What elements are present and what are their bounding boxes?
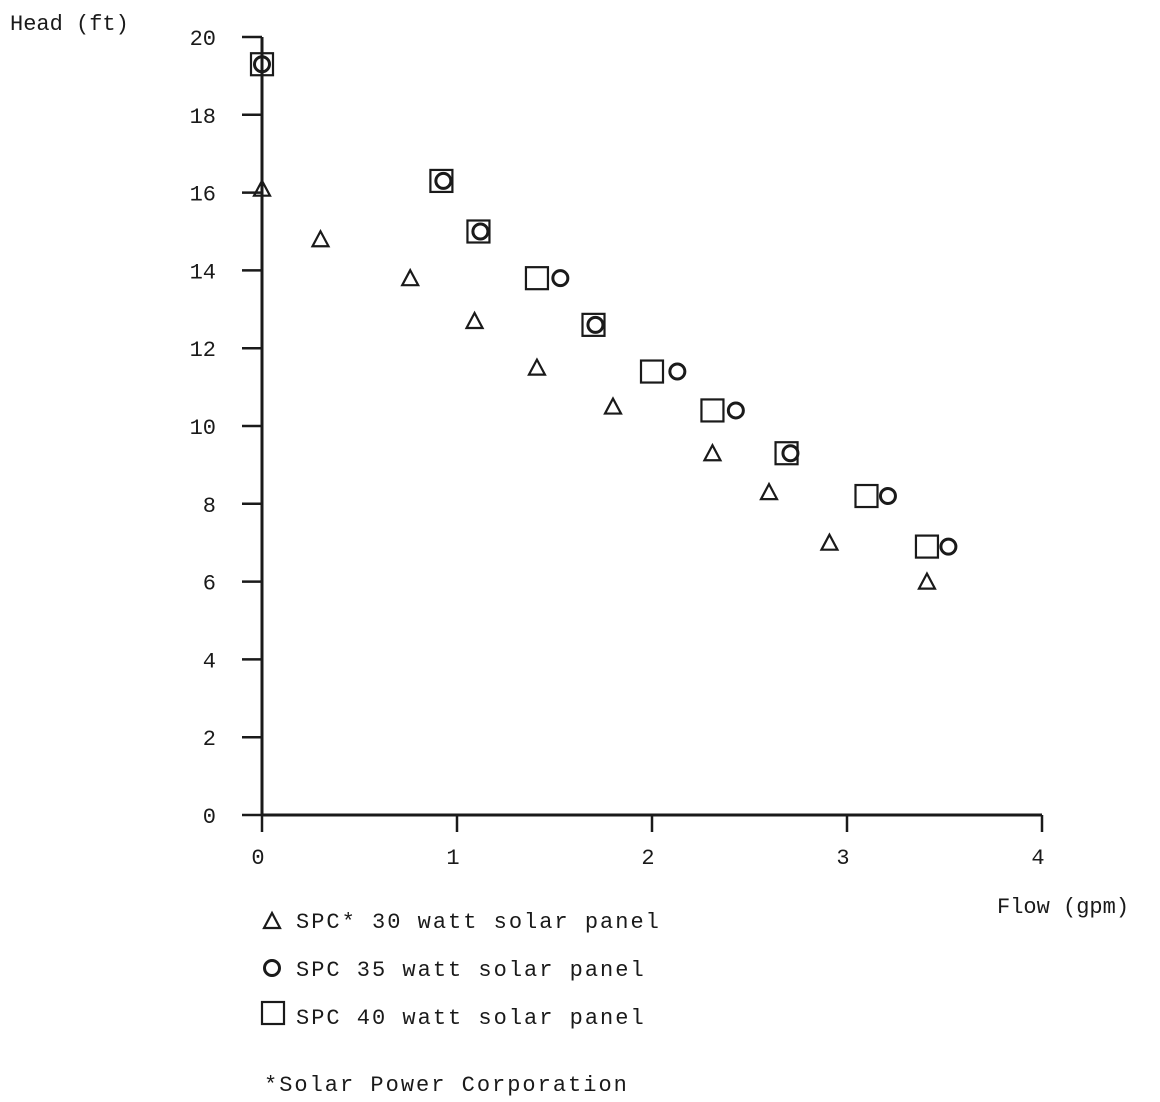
x-axis-label: Flow (gpm): [997, 895, 1129, 920]
triangle-point: [400, 267, 421, 287]
y-tick-label: 18: [190, 105, 216, 130]
square-point: [854, 483, 879, 509]
triangle-point: [702, 442, 723, 462]
legend-item-35w: SPC 35 watt solar panel: [263, 958, 646, 983]
y-tick-label: 10: [190, 416, 216, 441]
y-tick-label: 4: [203, 649, 216, 674]
series-square: [249, 52, 940, 559]
y-tick-label: 12: [190, 338, 216, 363]
x-tick-label: 3: [836, 846, 849, 871]
y-axis-label: Head (ft): [10, 12, 129, 37]
y-tick-label: 16: [190, 183, 216, 208]
legend-label-35w: SPC 35 watt solar panel: [296, 958, 646, 983]
square-point: [914, 534, 940, 559]
square-point: [429, 168, 454, 194]
y-ticks: 0 2 4 6 8 10 12 14 16 18 20: [190, 27, 262, 830]
footnote: *Solar Power Corporation: [264, 1073, 629, 1098]
circle-point: [878, 487, 897, 506]
y-tick-label: 2: [203, 727, 216, 752]
square-point: [466, 219, 491, 244]
series-circle: [253, 55, 958, 556]
legend-label-30w: SPC* 30 watt solar panel: [296, 910, 661, 935]
circle-point: [253, 55, 271, 74]
legend-item-30w: SPC* 30 watt solar panel: [262, 910, 661, 935]
circle-point: [668, 362, 687, 381]
circle-point: [586, 315, 605, 334]
circle-point: [434, 171, 453, 190]
circle-point: [551, 269, 570, 288]
square-point: [524, 266, 550, 291]
triangle-point: [917, 571, 937, 590]
square-point: [639, 359, 665, 384]
x-tick-label: 2: [641, 846, 654, 871]
triangle-point: [759, 481, 779, 501]
legend-label-40w: SPC 40 watt solar panel: [296, 1006, 646, 1031]
data-points: [249, 52, 958, 590]
y-tick-label: 8: [203, 494, 216, 519]
x-tick-label: 4: [1031, 846, 1044, 871]
y-tick-label: 14: [190, 260, 216, 285]
triangle-point: [527, 357, 547, 376]
series-triangle: [252, 178, 937, 590]
triangle-point: [310, 228, 331, 248]
legend-square-marker: [260, 1000, 286, 1026]
square-point: [249, 52, 275, 77]
circle-point: [781, 444, 800, 463]
triangle-point: [603, 396, 623, 415]
y-tick-label: 6: [203, 572, 216, 597]
circle-point: [939, 537, 958, 556]
triangle-point: [819, 532, 840, 551]
legend-circle-marker: [263, 959, 281, 977]
square-point: [581, 312, 606, 337]
triangle-point: [464, 310, 485, 330]
legend-triangle-marker: [262, 910, 282, 930]
circle-point: [471, 222, 490, 241]
triangle-point: [252, 178, 272, 197]
x-ticks: 0 1 2 3 4: [251, 815, 1045, 871]
legend: SPC* 30 watt solar panel SPC 35 watt sol…: [260, 910, 661, 1031]
y-tick-label: 0: [203, 805, 216, 830]
x-tick-label: 1: [446, 846, 459, 871]
y-tick-label: 20: [190, 27, 216, 52]
square-point: [700, 398, 725, 423]
x-tick-label: 0: [251, 846, 264, 871]
legend-item-40w: SPC 40 watt solar panel: [260, 1000, 646, 1031]
circle-point: [726, 401, 745, 420]
